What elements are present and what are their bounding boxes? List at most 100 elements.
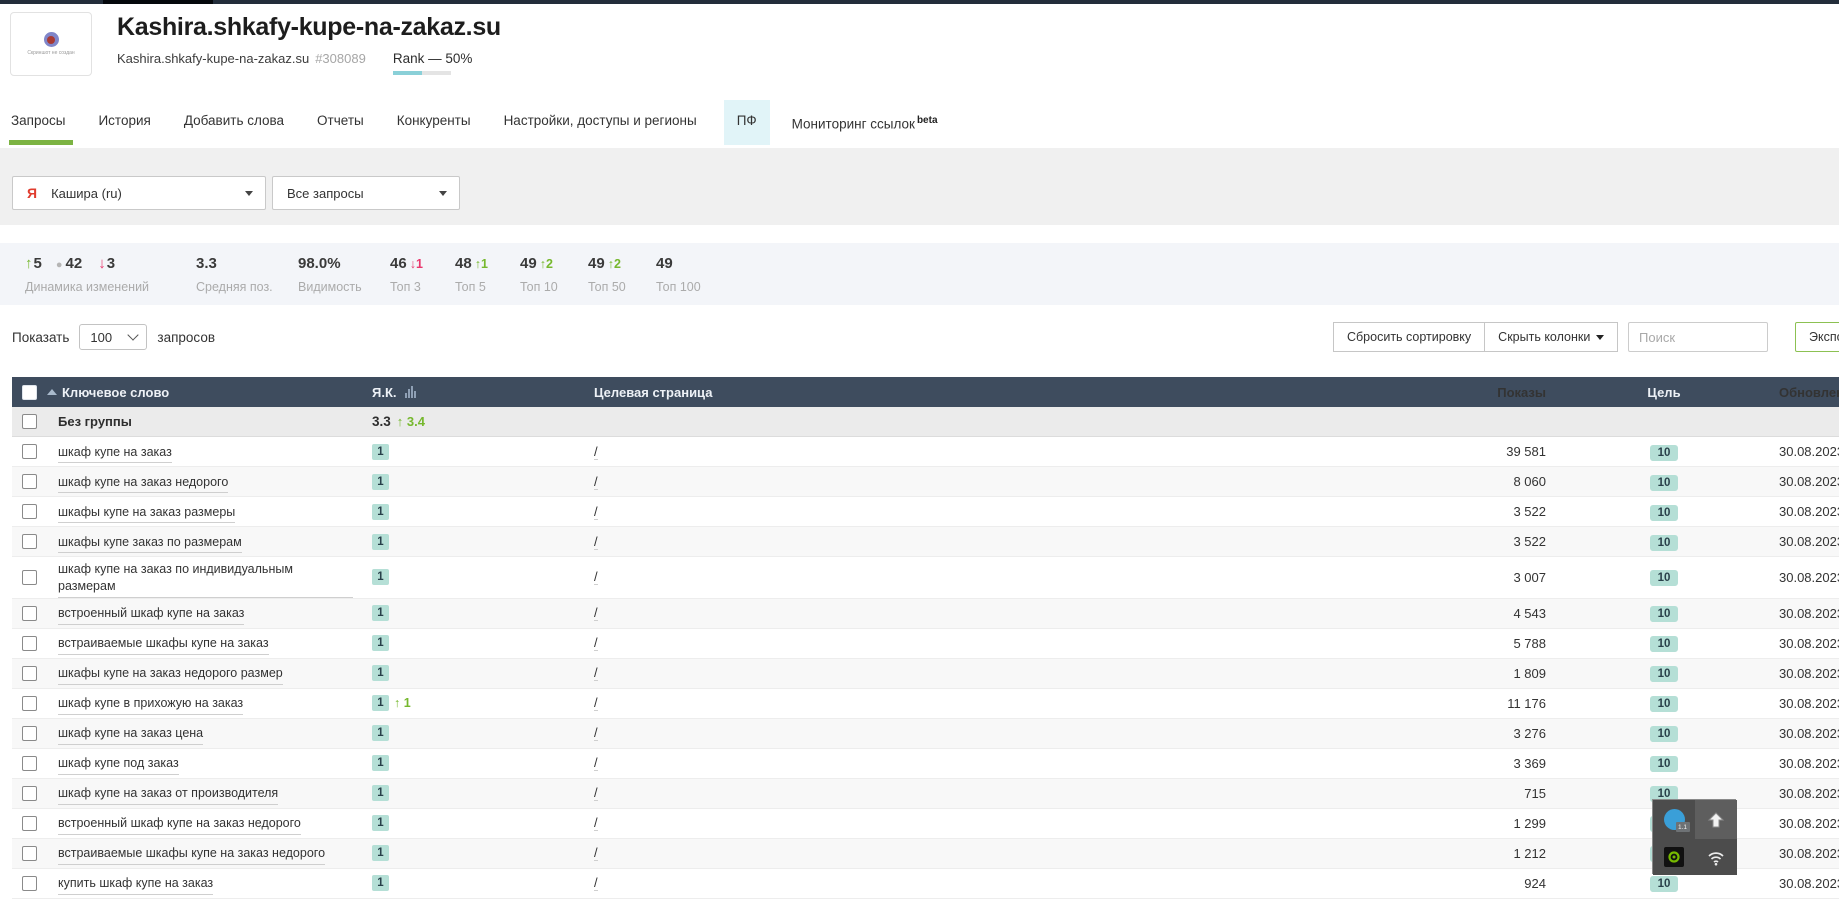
target-page-link[interactable]: / [594, 533, 598, 550]
hide-columns-button[interactable]: Скрыть колонки [1484, 322, 1619, 352]
tray-network-item[interactable] [1695, 839, 1737, 875]
goal-badge[interactable]: 10 [1649, 570, 1679, 587]
target-page-link[interactable]: / [594, 875, 598, 892]
search-engine-region-dropdown[interactable]: Я Кашира (ru) [12, 176, 266, 210]
tab-reports[interactable]: Отчеты [317, 113, 364, 128]
row-checkbox[interactable] [21, 474, 37, 489]
position-badge[interactable]: 1 [372, 755, 389, 772]
search-input[interactable] [1628, 322, 1768, 352]
goal-badge[interactable]: 10 [1649, 696, 1679, 713]
position-badge[interactable]: 1 [372, 665, 389, 682]
target-page-link[interactable]: / [594, 605, 598, 622]
target-page-link[interactable]: / [594, 569, 598, 586]
row-checkbox[interactable] [21, 569, 37, 585]
tab-add-keywords[interactable]: Добавить слова [183, 113, 285, 128]
keyword-link[interactable]: шкафы купе на заказ размеры [58, 500, 236, 524]
target-page-link[interactable]: / [594, 665, 598, 682]
row-checkbox[interactable] [21, 605, 37, 621]
show-hidden-icons-button[interactable] [1695, 800, 1737, 839]
col-yak[interactable]: Я.К. [372, 384, 397, 400]
keyword-link[interactable]: встроенный шкаф купе на заказ недорого [58, 811, 301, 836]
position-badge[interactable]: 1 [372, 875, 389, 892]
position-badge[interactable]: 1 [372, 533, 389, 550]
target-page-link[interactable]: / [594, 635, 598, 652]
export-button[interactable]: Экспорт [1795, 322, 1839, 352]
row-checkbox[interactable] [21, 665, 37, 681]
keyword-link[interactable]: шкафы купе заказ по размерам [58, 530, 242, 554]
page-size-select[interactable]: 100 [79, 324, 148, 350]
select-all-checkbox[interactable] [21, 384, 37, 400]
keyword-link[interactable]: шкаф купе на заказ [58, 440, 172, 464]
goal-badge[interactable]: 10 [1649, 504, 1679, 521]
tab-settings-access-regions[interactable]: Настройки, доступы и регионы [503, 113, 697, 128]
position-badge[interactable]: 1 [372, 815, 389, 832]
row-checkbox[interactable] [21, 815, 37, 831]
keyword-link[interactable]: шкаф купе в прихожую на заказ [58, 691, 244, 716]
keyword-link[interactable]: шкаф купе на заказ цена [58, 721, 204, 746]
position-badge[interactable]: 1 [372, 605, 389, 622]
col-goal[interactable]: Цель [1647, 384, 1681, 400]
target-page-link[interactable]: / [594, 473, 598, 490]
row-checkbox[interactable] [21, 875, 37, 891]
target-page-link[interactable]: / [594, 443, 598, 460]
tray-messenger-item[interactable]: 1.1 [1653, 800, 1695, 839]
target-page-link[interactable]: / [594, 785, 598, 802]
goal-badge[interactable]: 10 [1649, 726, 1679, 743]
goal-badge[interactable]: 10 [1649, 666, 1679, 683]
col-keyword[interactable]: Ключевое слово [62, 384, 170, 400]
position-badge[interactable]: 1 [372, 503, 389, 520]
keyword-link[interactable]: встроенный шкаф купе на заказ [58, 601, 245, 626]
tab-link-monitoring[interactable]: Мониторинг ссылок beta [791, 115, 938, 132]
keyword-link[interactable]: шкаф купе под заказ [58, 751, 179, 776]
target-page-link[interactable]: / [594, 845, 598, 862]
position-badge[interactable]: 1 [372, 473, 389, 490]
col-shows[interactable]: Показы [1497, 384, 1546, 400]
position-badge[interactable]: 1 [372, 569, 389, 586]
row-checkbox[interactable] [21, 695, 37, 711]
keyword-link[interactable]: шкаф купе на заказ по индивидуальным раз… [58, 557, 353, 598]
goal-badge[interactable]: 10 [1649, 876, 1679, 893]
row-checkbox[interactable] [21, 635, 37, 651]
row-checkbox[interactable] [21, 725, 37, 741]
group-checkbox[interactable] [21, 414, 37, 429]
position-badge[interactable]: 1 [372, 845, 389, 862]
keyword-link[interactable]: шкафы купе на заказ недорого размер [58, 661, 283, 686]
goal-badge[interactable]: 10 [1649, 606, 1679, 623]
row-checkbox[interactable] [21, 755, 37, 771]
col-updated[interactable]: Обновлено [1779, 384, 1839, 400]
keyword-link[interactable]: шкаф купе на заказ от производителя [58, 781, 279, 806]
target-page-link[interactable]: / [594, 755, 598, 772]
sort-asc-icon[interactable] [47, 389, 57, 395]
target-page-link[interactable]: / [594, 725, 598, 742]
row-checkbox[interactable] [21, 444, 37, 459]
row-checkbox[interactable] [21, 845, 37, 861]
keyword-link[interactable]: встраиваемые шкафы купе на заказ недорог… [58, 841, 326, 866]
goal-badge[interactable]: 10 [1649, 474, 1679, 491]
position-badge[interactable]: 1 [372, 725, 389, 742]
col-target-page[interactable]: Целевая страница [594, 384, 713, 400]
goal-badge[interactable]: 10 [1649, 444, 1679, 461]
queries-filter-dropdown[interactable]: Все запросы [272, 176, 460, 210]
position-badge[interactable]: 1 [372, 695, 389, 712]
target-page-link[interactable]: / [594, 815, 598, 832]
position-badge[interactable]: 1 [372, 785, 389, 802]
tab-pf[interactable]: ПФ [723, 100, 770, 145]
target-page-link[interactable]: / [594, 503, 598, 520]
tray-nvidia-item[interactable] [1653, 839, 1695, 875]
goal-badge[interactable]: 10 [1649, 636, 1679, 653]
position-badge[interactable]: 1 [372, 443, 389, 460]
keyword-link[interactable]: встраиваемые шкафы купе на заказ [58, 631, 269, 656]
goal-badge[interactable]: 10 [1649, 534, 1679, 551]
tab-competitors[interactable]: Конкуренты [396, 113, 471, 128]
target-page-link[interactable]: / [594, 695, 598, 712]
reset-sorting-button[interactable]: Сбросить сортировку [1333, 322, 1486, 352]
tab-queries[interactable]: Запросы [8, 100, 74, 145]
position-badge[interactable]: 1 [372, 635, 389, 652]
row-checkbox[interactable] [21, 534, 37, 549]
tab-history[interactable]: История [98, 113, 151, 128]
goal-badge[interactable]: 10 [1649, 756, 1679, 773]
row-checkbox[interactable] [21, 785, 37, 801]
row-checkbox[interactable] [21, 504, 37, 519]
goal-badge[interactable]: 10 [1649, 786, 1679, 803]
group-name[interactable]: Без группы [58, 414, 132, 429]
